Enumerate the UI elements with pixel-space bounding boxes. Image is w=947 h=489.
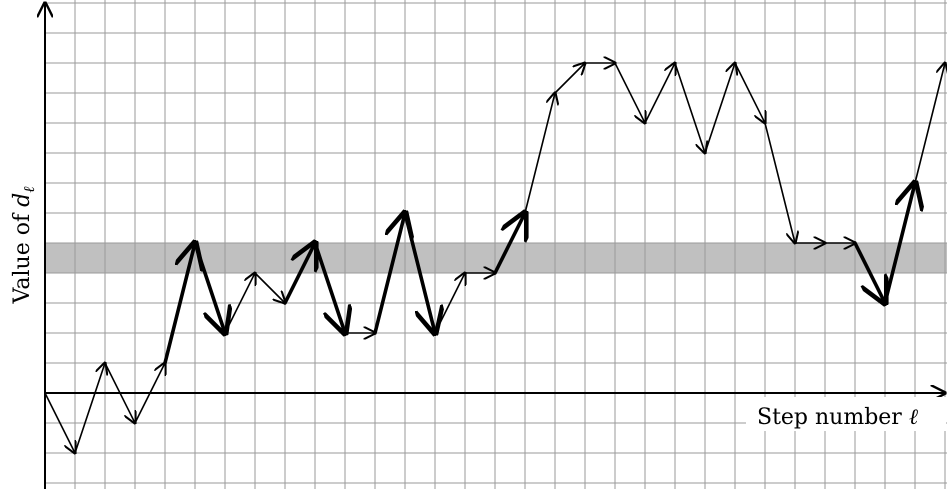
path-step	[104, 362, 135, 423]
path-step-bold	[493, 213, 525, 275]
path-step	[644, 63, 675, 124]
path-step-bold	[883, 183, 915, 305]
x-axis-label-background	[746, 397, 946, 431]
path-step	[44, 392, 75, 453]
path-step	[224, 273, 255, 334]
path-step	[674, 62, 705, 153]
y-axis-label-symbol: d	[10, 193, 35, 207]
path-step-bold	[193, 241, 225, 333]
path-step	[134, 363, 165, 424]
path-step	[914, 63, 945, 184]
path-step-bold	[373, 213, 405, 335]
y-axis-label-prefix: Value of	[10, 207, 35, 305]
path-step	[74, 363, 105, 454]
path-step-bold	[853, 241, 885, 303]
path-step	[524, 93, 555, 214]
path-step	[704, 63, 735, 154]
y-axis-label: Value of dℓ	[10, 187, 38, 305]
path-layer	[44, 62, 945, 454]
path-step-bold	[163, 243, 195, 365]
path-step	[764, 122, 795, 243]
axes-layer	[45, 3, 945, 489]
x-axis-label: Step number ℓ	[757, 405, 919, 430]
path-step-bold	[283, 243, 315, 305]
y-axis-label-subscript: ℓ	[20, 187, 38, 193]
path-step-bold	[403, 211, 435, 333]
path-step	[554, 63, 585, 94]
path-step	[734, 62, 765, 123]
path-step	[434, 273, 465, 334]
path-step-bold	[313, 241, 345, 333]
x-axis-label-symbol: ℓ	[909, 405, 919, 430]
path-step	[614, 62, 645, 123]
x-axis-label-prefix: Step number	[757, 405, 909, 430]
path-step	[254, 272, 285, 303]
